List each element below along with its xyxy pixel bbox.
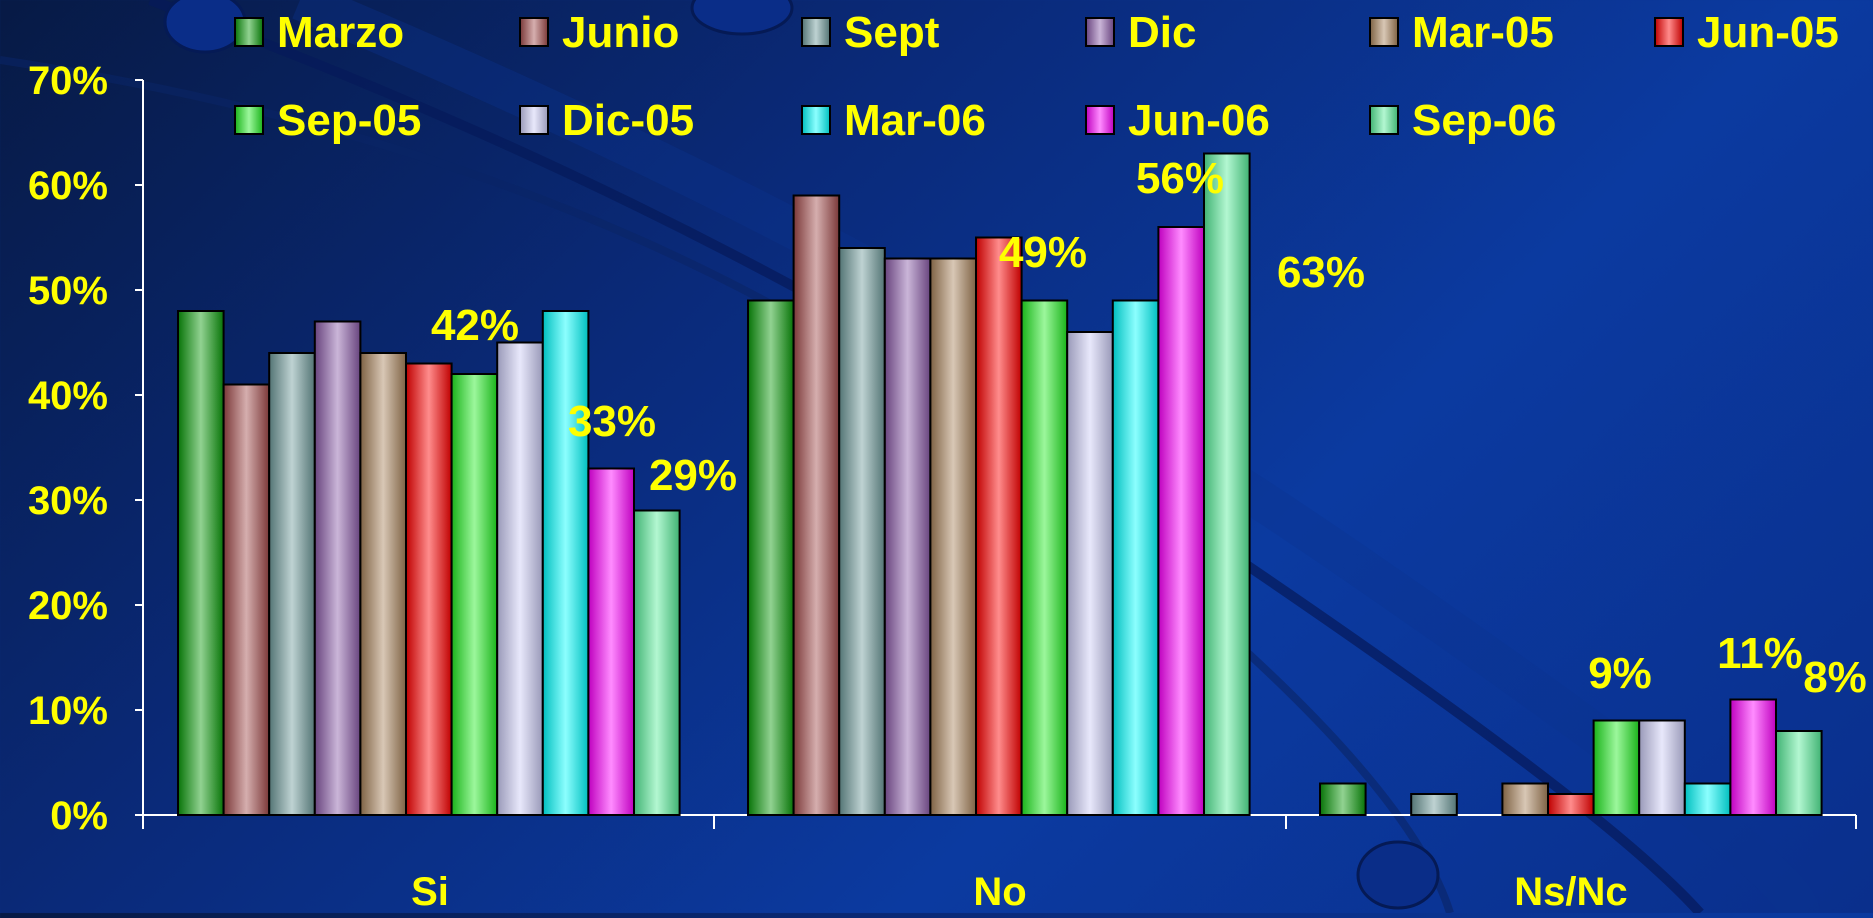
bar-si-sep-05 [450,373,499,816]
data-label: 56% [1136,154,1224,203]
category-label-no: No [973,870,1026,913]
bar-no-marzo [747,299,795,816]
bar-ns-nc-mar-06 [1683,782,1732,816]
bar-si-dic-05 [496,341,544,816]
bar-no-sep-06 [1203,152,1251,816]
bar-no-dic [883,257,932,816]
data-label: 8% [1803,653,1867,702]
bar-si-sept [268,352,316,816]
bar-si-sep-06 [633,509,681,816]
y-tick-label: 10% [28,689,108,733]
y-tick-label: 70% [28,59,108,103]
legend-label-mar-05: Mar-05 [1412,8,1554,57]
legend-swatch-dic-05 [519,105,549,135]
legend-swatch-jun-05 [1654,17,1684,47]
bar-ns-nc-marzo [1319,782,1367,816]
data-label: 33% [568,397,656,446]
bar-si-jun-06 [587,467,636,816]
decor-orb-top [690,0,794,36]
legend-label-dic: Dic [1128,8,1196,57]
bars [177,152,1823,816]
legend-swatch-sep-06 [1369,105,1399,135]
bar-no-sept [838,247,886,816]
bar-no-junio [792,194,841,816]
bar-ns-nc-sep-06 [1775,730,1823,816]
y-tick-label: 20% [28,584,108,628]
data-label: 11% [1717,629,1803,678]
bar-ns-nc-sept [1410,793,1458,816]
data-label: 49% [999,228,1087,277]
bar-si-junio [222,383,271,816]
legend-swatch-marzo [234,17,264,47]
legend-swatch-junio [519,17,549,47]
bar-no-jun-05 [975,236,1023,816]
bar-ns-nc-dic-05 [1638,719,1686,816]
legend-label-sept: Sept [844,8,940,57]
bar-no-dic-05 [1066,331,1114,816]
decor-orb-bottom [1356,840,1440,910]
bar-ns-nc-sep-05 [1592,719,1641,816]
bar-si-mar-05 [359,352,407,816]
bar-si-marzo [177,310,225,816]
data-label: 9% [1588,649,1652,698]
legend-swatch-sep-05 [234,105,264,135]
bar-no-jun-06 [1157,226,1206,816]
bar-si-jun-05 [405,362,453,816]
data-label: 63% [1277,248,1365,297]
bar-si-dic [313,320,362,816]
bar-si-mar-06 [541,310,590,816]
legend-label-sep-05: Sep-05 [277,96,421,145]
y-tick-label: 60% [28,164,108,208]
bar-ns-nc-jun-06 [1729,698,1778,816]
legend-swatch-mar-05 [1369,17,1399,47]
y-tick-label: 30% [28,479,108,523]
legend-swatch-sept [801,17,831,47]
legend-swatch-dic [1085,17,1115,47]
y-tick-label: 50% [28,269,108,313]
y-tick-label: 0% [50,794,108,838]
category-label-si: Si [411,870,449,913]
legend-swatch-mar-06 [801,105,831,135]
legend-swatch-jun-06 [1085,105,1115,135]
legend-label-marzo: Marzo [277,8,404,57]
data-label: 42% [431,301,519,350]
legend-label-junio: Junio [562,8,679,57]
bar-ns-nc-mar-05 [1501,782,1550,816]
bar-no-mar-06 [1111,299,1160,816]
data-label: 29% [649,451,737,500]
legend-label-mar-06: Mar-06 [844,96,986,145]
decor-orb-left [163,0,247,54]
y-tick-label: 40% [28,374,108,418]
legend-label-jun-05: Jun-05 [1697,8,1839,57]
legend-label-jun-06: Jun-06 [1128,96,1270,145]
legend: Marzo Junio Sept Dic Mar-05 Jun-05 Sep-05 Dic-0… [234,8,1839,145]
bar-ns-nc-jun-05 [1547,793,1595,816]
bar-no-sep-05 [1020,299,1069,816]
category-label-ns-nc: Ns/Nc [1514,870,1627,913]
legend-label-sep-06: Sep-06 [1412,96,1556,145]
data-labels: 42% 33% 29% 49% 56% 63% 9% 11% 8% [431,154,1867,702]
legend-label-dic-05: Dic-05 [562,96,694,145]
bar-no-mar-05 [929,257,978,816]
